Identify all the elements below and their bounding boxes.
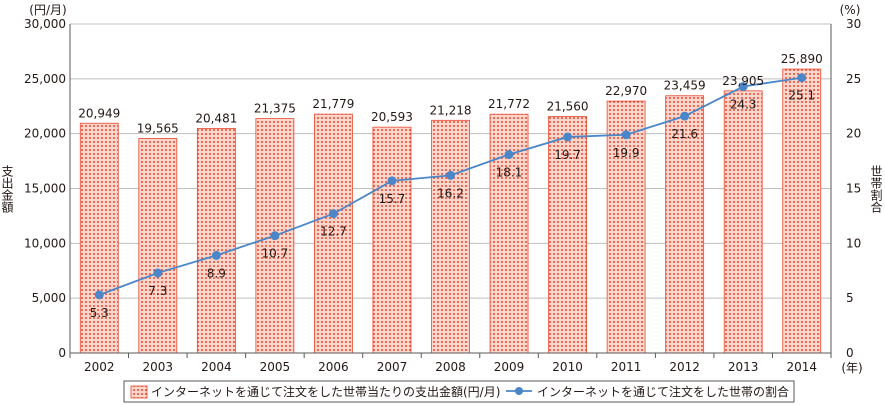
line-value-label: 8.9 [207, 266, 226, 280]
legend-bar-swatch [130, 385, 148, 399]
line-value-label: 19.9 [613, 146, 640, 160]
line-marker [504, 150, 514, 160]
line-marker [387, 176, 397, 186]
bar-value-label: 25,890 [781, 52, 823, 66]
line-value-label: 15.7 [379, 192, 406, 206]
line-value-label: 12.7 [320, 225, 347, 239]
x-tick-label: 2008 [435, 360, 466, 374]
bar-value-label: 21,218 [430, 103, 472, 117]
x-tick-label: 2010 [552, 360, 583, 374]
line-marker [211, 250, 221, 260]
bar-value-label: 23,905 [722, 74, 764, 88]
legend-bar-label: インターネットを通じて注文をした世帯当たりの支出金額(円/月) [151, 384, 500, 399]
left-tick-label: 15,000 [24, 182, 66, 196]
left-tick-label: 25,000 [24, 72, 66, 86]
right-axis-unit: (%) [840, 3, 861, 17]
line-value-label: 25.1 [788, 89, 815, 103]
line-value-label: 19.7 [554, 148, 581, 162]
line-marker [446, 170, 455, 180]
line-marker [563, 132, 573, 142]
x-tick-label: 2006 [318, 360, 349, 374]
line-marker [680, 111, 690, 121]
left-tick-label: 30,000 [24, 17, 66, 31]
line-value-label: 10.7 [262, 247, 289, 261]
bar [196, 127, 236, 354]
left-tick-label: 10,000 [24, 236, 66, 250]
right-tick-label: 20 [846, 127, 861, 141]
bar [489, 113, 529, 354]
right-axis-label: 世帯割合 [869, 165, 883, 213]
bar-value-label: 19,565 [137, 121, 179, 135]
line-marker [621, 130, 631, 140]
line-value-label: 21.6 [671, 127, 698, 141]
bar [665, 95, 705, 354]
left-tick-label: 5,000 [32, 291, 66, 305]
legend-line-label: インターネットを通じて注文をした世帯の割合 [537, 384, 789, 399]
line-marker [153, 268, 163, 278]
axis-layer: 0 5,000 10,000 15,000 20,000 25,000 30,000 0 5 10… [24, 17, 861, 374]
bar-value-label: 21,375 [254, 102, 296, 116]
legend: インターネットを通じて注文をした世帯当たりの支出金額(円/月) インターネットを… [123, 380, 795, 403]
left-axis-label: 支出金額 [0, 165, 14, 214]
bar [606, 100, 646, 354]
bar-value-label: 20,481 [195, 111, 237, 125]
x-tick-label: 2005 [260, 360, 291, 374]
bar [314, 113, 353, 354]
left-tick-label: 20,000 [24, 127, 66, 141]
line-marker [797, 73, 807, 83]
right-tick-label: 0 [846, 346, 854, 360]
line-value-label: 24.3 [730, 98, 757, 112]
x-tick-label: 2004 [201, 360, 232, 374]
bar-value-label: 21,560 [547, 100, 589, 114]
right-tick-label: 30 [846, 17, 861, 31]
left-tick-label: 0 [58, 346, 66, 360]
bar-value-label: 20,949 [78, 106, 120, 120]
bar-value-label: 21,772 [488, 97, 530, 111]
bar-value-label: 21,779 [312, 97, 354, 111]
line-marker [94, 290, 104, 300]
label-layer: 20,949 19,565 20,481 21,375 21,779 20,593 21,2… [78, 52, 822, 320]
right-tick-label: 10 [846, 236, 861, 250]
right-tick-label: 5 [846, 291, 854, 305]
x-tick-label: 2007 [377, 360, 408, 374]
x-axis-unit: (年) [841, 361, 862, 375]
line-layer [94, 73, 807, 300]
bar [372, 126, 412, 354]
right-tick-label: 15 [846, 182, 861, 196]
x-tick-label: 2003 [143, 360, 174, 374]
bar [723, 90, 763, 354]
right-tick-label: 25 [846, 72, 861, 86]
bar-value-label: 22,970 [605, 84, 647, 98]
line-value-label: 16.2 [437, 186, 464, 200]
legend-line-marker [515, 387, 523, 395]
bar [782, 68, 822, 354]
x-tick-label: 2012 [669, 360, 700, 374]
x-tick-label: 2013 [728, 360, 759, 374]
x-tick-label: 2014 [786, 360, 817, 374]
line-marker [270, 231, 280, 241]
left-axis-unit: (円/月) [29, 3, 66, 17]
x-tick-label: 2009 [494, 360, 525, 374]
line-value-label: 7.3 [148, 284, 167, 298]
legend-frame [123, 380, 795, 403]
bar-layer [79, 68, 822, 354]
line-value-label: 18.1 [496, 166, 523, 180]
x-tick-label: 2011 [611, 360, 642, 374]
bar-value-label: 20,593 [371, 110, 413, 124]
line-value-label: 5.3 [90, 306, 109, 320]
bar [431, 119, 470, 354]
line-marker [738, 82, 748, 92]
bar-value-label: 23,459 [664, 79, 706, 93]
bar [138, 138, 178, 354]
line-marker [328, 209, 338, 219]
x-tick-label: 2002 [84, 360, 115, 374]
